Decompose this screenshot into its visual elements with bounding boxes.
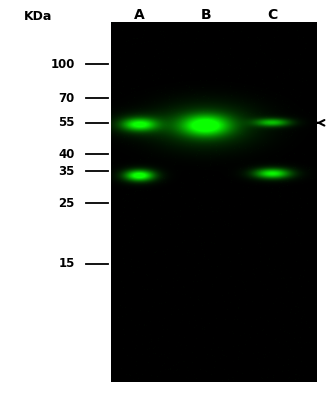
Text: C: C bbox=[267, 8, 277, 22]
Text: 70: 70 bbox=[58, 92, 75, 105]
Text: 55: 55 bbox=[58, 116, 75, 129]
Text: 100: 100 bbox=[50, 58, 75, 71]
Text: 40: 40 bbox=[58, 148, 75, 161]
Text: B: B bbox=[201, 8, 211, 22]
Text: 35: 35 bbox=[58, 165, 75, 178]
Text: A: A bbox=[134, 8, 145, 22]
Text: 15: 15 bbox=[58, 258, 75, 270]
Text: 25: 25 bbox=[58, 196, 75, 210]
Text: KDa: KDa bbox=[24, 10, 52, 22]
